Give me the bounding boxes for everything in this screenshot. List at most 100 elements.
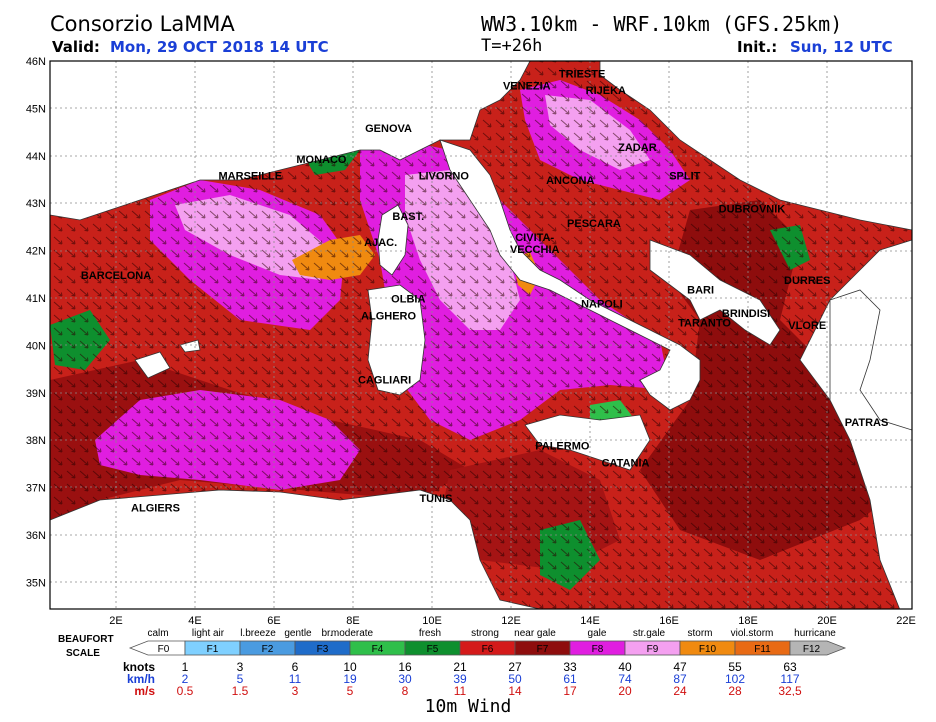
scale-value: 28 bbox=[728, 684, 742, 696]
city-label: CATANIA bbox=[602, 457, 650, 469]
lon-label: 8E bbox=[346, 615, 359, 627]
land bbox=[50, 61, 912, 609]
lon-label: 16E bbox=[659, 615, 679, 627]
city-label: PALERMO bbox=[535, 441, 590, 453]
beaufort-force-label: F0 bbox=[158, 644, 170, 655]
scale-value: 117 bbox=[780, 672, 799, 686]
lat-label: 43N bbox=[26, 198, 46, 210]
beaufort-force-label: F1 bbox=[207, 644, 219, 655]
lon-label: 12E bbox=[501, 615, 521, 627]
city-label: RIJEKA bbox=[586, 85, 626, 97]
scale-value: 1.5 bbox=[232, 684, 249, 696]
sicily bbox=[524, 414, 651, 471]
scale-value: 3 bbox=[292, 684, 299, 696]
scale-value: 74 bbox=[618, 672, 632, 686]
scale-value: 19 bbox=[343, 672, 357, 686]
scale-value: 2 bbox=[182, 672, 189, 686]
beaufort-description: br. bbox=[321, 628, 332, 639]
unit-label: km/h bbox=[127, 672, 155, 686]
city-label: VLORE bbox=[788, 320, 826, 332]
scale-value: 102 bbox=[725, 672, 745, 686]
scale-value: 40 bbox=[618, 660, 632, 674]
beaufort-force-label: F6 bbox=[482, 644, 494, 655]
map-area: TRIESTE VENEZIA RIJEKA GENOVA MONACO MARSEILL… bbox=[50, 61, 912, 609]
city-label: TARANTO bbox=[678, 317, 731, 329]
beaufort-force-label: F2 bbox=[262, 644, 274, 655]
init-time: Sun, 12 UTC bbox=[790, 38, 893, 56]
italy-heel bbox=[649, 239, 781, 346]
forecast-step: T=+26h bbox=[481, 36, 543, 56]
city-label: DURRES bbox=[784, 275, 830, 287]
city-label: BAST. bbox=[392, 211, 424, 223]
italy-peninsula bbox=[439, 139, 701, 411]
unit-label: m/s bbox=[134, 684, 155, 696]
beaufort-force-label: F11 bbox=[754, 644, 771, 655]
scale-value: 1 bbox=[182, 660, 189, 674]
scale-value: 8 bbox=[402, 684, 409, 696]
city-label: TUNIS bbox=[419, 493, 452, 505]
beaufort-force-label: F7 bbox=[537, 644, 549, 655]
city-label: CIVITA- bbox=[515, 232, 554, 244]
lat-label: 36N bbox=[26, 530, 46, 542]
lon-label: 4E bbox=[188, 615, 201, 627]
scale-value: 20 bbox=[618, 684, 632, 696]
beaufort-description: gentle bbox=[284, 628, 312, 639]
sardinia bbox=[367, 284, 426, 396]
beaufort-scale: BEAUFORT SCALE calm light air l.breeze gentle… bbox=[58, 628, 847, 696]
scale-title: BEAUFORT bbox=[58, 634, 114, 645]
scale-value: 10 bbox=[343, 660, 357, 674]
city-label: TRIESTE bbox=[559, 69, 605, 81]
lat-label: 40N bbox=[26, 340, 46, 352]
beaufort-description: calm bbox=[147, 628, 168, 639]
city-label: ANCONA bbox=[546, 175, 594, 187]
scale-value: 32,5 bbox=[778, 684, 802, 696]
city-label: VECCHIA bbox=[510, 244, 560, 256]
beaufort-description: storm bbox=[688, 628, 713, 639]
graticule bbox=[50, 61, 912, 609]
wind-map: TRIESTE VENEZIA RIJEKA GENOVA MONACO MARSEILL… bbox=[26, 56, 916, 696]
beaufort-force-label: F12 bbox=[803, 644, 821, 655]
scale-value: 47 bbox=[673, 660, 687, 674]
init-label: Init.: bbox=[737, 38, 778, 56]
app-title: Consorzio LaMMA bbox=[50, 12, 235, 36]
beaufort-description: l.breeze bbox=[240, 628, 276, 639]
map-frame bbox=[49, 60, 913, 610]
scale-value: 21 bbox=[453, 660, 467, 674]
beaufort-description: fresh bbox=[419, 628, 441, 639]
scale-value: 11 bbox=[289, 672, 302, 686]
beaufort-force-label: F8 bbox=[592, 644, 604, 655]
scale-value: 27 bbox=[508, 660, 522, 674]
city-label: PESCARA bbox=[567, 218, 621, 230]
lat-label: 37N bbox=[26, 483, 46, 495]
beaufort-description: near gale bbox=[514, 628, 556, 639]
city-label: AJAC. bbox=[364, 237, 397, 249]
city-label: ALGHERO bbox=[361, 310, 416, 322]
scale-value: 55 bbox=[728, 660, 742, 674]
city-label: BRINDISI bbox=[722, 308, 770, 320]
city-label: MARSEILLE bbox=[219, 171, 283, 183]
valid-time: Mon, 29 OCT 2018 14 UTC bbox=[110, 38, 329, 56]
scale-value: 0.5 bbox=[177, 684, 194, 696]
scale-value: 50 bbox=[508, 672, 522, 686]
city-label: LIVORNO bbox=[419, 171, 470, 183]
scale-value: 14 bbox=[508, 684, 522, 696]
france-spain-coast bbox=[50, 61, 531, 221]
scale-value: 11 bbox=[454, 684, 467, 696]
valid-label: Valid: bbox=[52, 38, 100, 56]
beaufort-description: light air bbox=[192, 628, 225, 639]
north-africa bbox=[50, 489, 541, 609]
scale-value: 6 bbox=[292, 660, 299, 674]
scale-value: 16 bbox=[398, 660, 412, 674]
city-label: CAGLIARI bbox=[358, 374, 411, 386]
scale-value: 33 bbox=[563, 660, 577, 674]
adriatic-east-coast bbox=[599, 61, 912, 231]
lat-label: 44N bbox=[26, 151, 46, 163]
beaufort-description: str.gale bbox=[633, 628, 666, 639]
scale-value: 63 bbox=[783, 660, 797, 674]
lon-label: 2E bbox=[109, 615, 122, 627]
unit-label: knots bbox=[123, 660, 155, 674]
city-label: BARCELONA bbox=[81, 270, 151, 282]
lat-label: 38N bbox=[26, 435, 46, 447]
greece-coast bbox=[829, 289, 912, 609]
scale-value: 17 bbox=[563, 684, 577, 696]
